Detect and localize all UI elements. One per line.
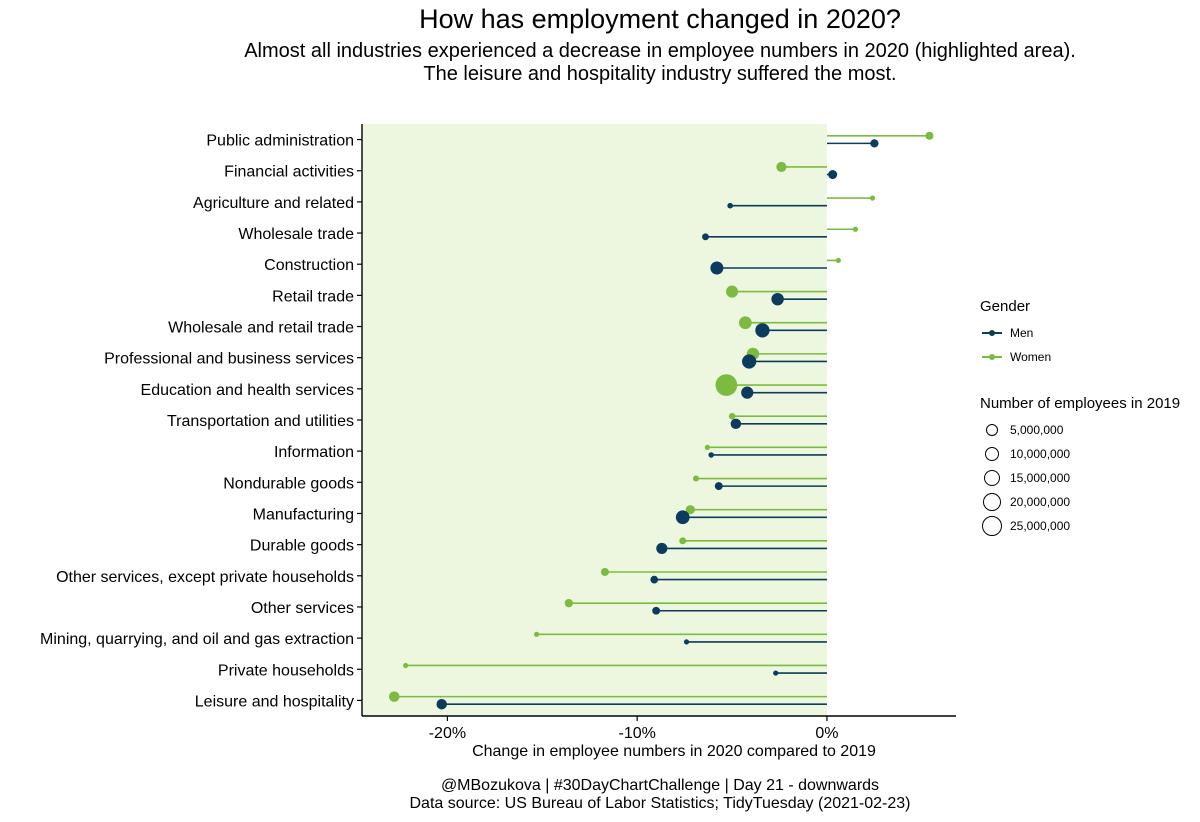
lollipop-point-men: [771, 292, 784, 306]
y-tick-label: Nondurable goods: [223, 475, 354, 492]
lollipop-point-women: [715, 374, 738, 396]
y-tick-label: Transportation and utilities: [167, 413, 354, 430]
subtitle-line-1: Almost all industries experienced a decr…: [244, 40, 1076, 62]
legend-gender-title: Gender: [980, 298, 1031, 315]
lollipop-point-women: [685, 505, 695, 515]
subtitle-line-2: The leisure and hospitality industry suf…: [423, 63, 897, 85]
y-tick-label: Information: [274, 444, 354, 461]
legend-key-women: [980, 345, 1004, 369]
y-tick-label: Manufacturing: [253, 506, 354, 523]
y-tick-label: Leisure and hospitality: [195, 693, 354, 710]
y-tick-label: Mining, quarrying, and oil and gas extra…: [40, 631, 354, 648]
caption-line-1: @MBozukova | #30DayChartChallenge | Day …: [440, 777, 880, 794]
legend-key-men: [980, 321, 1004, 345]
lollipop-point-men: [702, 233, 709, 241]
lollipop-point-women: [738, 316, 752, 330]
legend-size-label: 15,000,000: [1010, 471, 1071, 485]
lollipop-point-men: [870, 139, 879, 148]
lollipop-point-women: [728, 412, 736, 420]
lollipop-point-men: [828, 169, 838, 180]
lollipop-point-men: [683, 639, 690, 645]
size-circle-icon: [980, 442, 1004, 466]
lollipop-point-men: [710, 261, 724, 275]
lollipop-point-men: [741, 386, 754, 399]
lollipop-point-women: [726, 285, 739, 298]
x-axis-title: Change in employee numbers in 2020 compa…: [472, 743, 876, 760]
lollipop-point-men: [773, 670, 779, 676]
lollipop-point-men: [714, 482, 723, 491]
lollipop-point-women: [869, 195, 876, 201]
size-circle-icon: [980, 514, 1004, 538]
legend-size-title: Number of employees in 2019: [980, 395, 1181, 412]
legend-size-item-1: 5,000,000: [980, 418, 1195, 442]
legend-size-item-4: 20,000,000: [980, 490, 1195, 514]
chart-title: How has employment changed in 2020?: [419, 4, 901, 34]
legend-size-label: 10,000,000: [1010, 447, 1071, 461]
y-tick-label: Professional and business services: [104, 351, 354, 368]
legend-size-label: 25,000,000: [1010, 519, 1071, 533]
lollipop-point-women: [403, 662, 409, 669]
lollipop-point-women: [533, 631, 540, 637]
x-tick-label: -20%: [429, 725, 466, 742]
y-tick-label: Construction: [264, 257, 354, 274]
size-circle-icon: [980, 490, 1004, 514]
lollipop-point-men: [742, 354, 757, 369]
x-tick-label: 0%: [815, 725, 838, 742]
lollipop-point-men: [652, 606, 661, 615]
legend-size-label: 20,000,000: [1010, 495, 1071, 509]
y-tick-label: Agriculture and related: [193, 195, 354, 212]
lollipop-point-women: [388, 691, 400, 702]
lollipop-point-men: [755, 323, 770, 338]
y-tick-label: Durable goods: [250, 538, 354, 555]
lollipop-point-men: [727, 202, 733, 209]
legend-item-women: Women: [980, 345, 1195, 369]
legend-label-women: Women: [1010, 350, 1052, 364]
lollipop-point-men: [656, 542, 668, 555]
y-tick-label: Wholesale and retail trade: [168, 320, 354, 337]
lollipop-point-men: [730, 418, 742, 430]
caption-line-2: Data source: US Bureau of Labor Statisti…: [409, 795, 911, 812]
lollipop-point-women: [835, 257, 841, 264]
lollipop-point-women: [600, 568, 609, 576]
lollipop-point-men: [650, 575, 659, 584]
legend-size-item-3: 15,000,000: [980, 466, 1195, 490]
lollipop-point-men: [708, 452, 714, 458]
chart-subtitle: Almost all industries experienced a decr…: [0, 40, 1200, 86]
y-tick-label: Private households: [218, 662, 354, 679]
legend-item-men: Men: [980, 321, 1195, 345]
legend: Gender Men Women Number of employees in …: [980, 298, 1195, 538]
size-circle-icon: [980, 418, 1004, 442]
y-tick-label: Retail trade: [272, 288, 354, 305]
x-tick-label: -10%: [618, 725, 655, 742]
lollipop-point-women: [704, 444, 710, 450]
size-circle-icon: [980, 466, 1004, 490]
lollipop-point-women: [679, 537, 687, 545]
y-tick-label: Other services, except private household…: [56, 569, 354, 586]
lollipop-point-women: [925, 131, 934, 140]
lollipop-point-women: [776, 161, 787, 173]
lollipop-point-women: [852, 226, 859, 232]
lollipop-point-women: [692, 475, 700, 482]
legend-size-label: 5,000,000: [1010, 423, 1064, 437]
y-tick-label: Financial activities: [224, 164, 354, 181]
y-tick-label: Other services: [251, 600, 354, 617]
legend-size-item-5: 25,000,000: [980, 514, 1195, 538]
legend-size-item-2: 10,000,000: [980, 442, 1195, 466]
y-tick-label: Wholesale trade: [238, 226, 354, 243]
lollipop-point-men: [436, 698, 447, 710]
lollipop-point-women: [564, 598, 574, 608]
chart-caption: @MBozukova | #30DayChartChallenge | Day …: [0, 777, 1200, 813]
y-tick-label: Education and health services: [141, 382, 354, 399]
legend-label-men: Men: [1010, 326, 1034, 340]
highlight-area: [362, 124, 827, 716]
y-tick-label: Public administration: [206, 133, 354, 150]
lollipop-point-men: [675, 510, 690, 525]
